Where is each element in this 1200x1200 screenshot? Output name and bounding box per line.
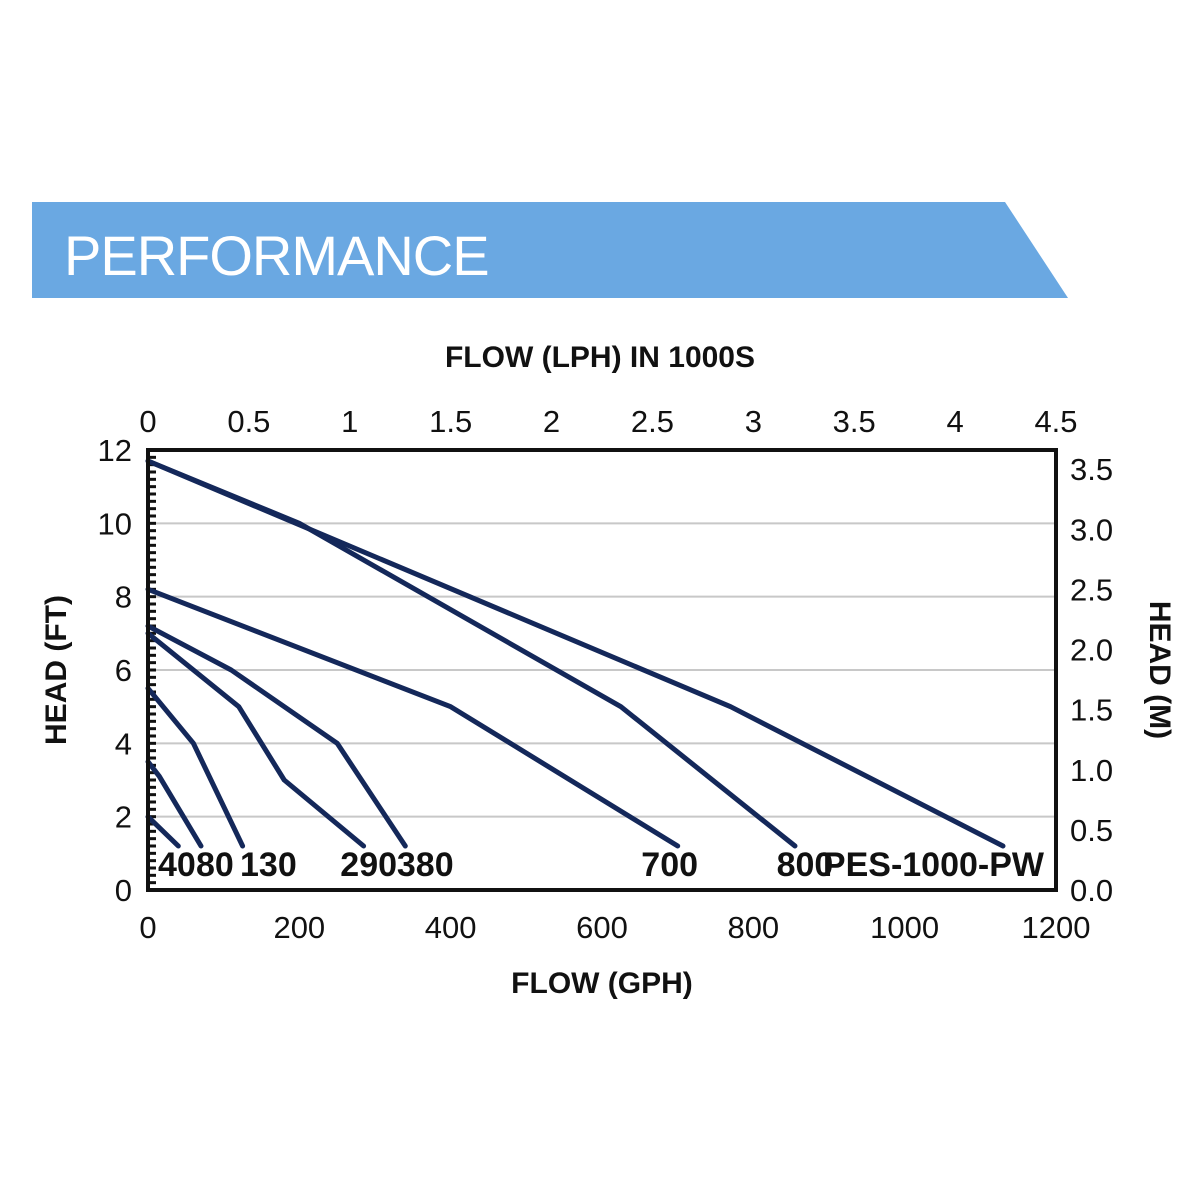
plot-frame <box>146 448 1058 892</box>
curve-130 <box>145 685 246 849</box>
y-tick-label: 12 <box>98 433 132 468</box>
y2-tick-label: 1.0 <box>1070 753 1113 788</box>
curve-label-800: 800 <box>777 846 834 884</box>
x-tick-label: 200 <box>273 910 325 945</box>
x-tick-label: 800 <box>727 910 779 945</box>
y-tick-label: 0 <box>115 873 132 908</box>
curve-700 <box>145 586 681 849</box>
y2-tick-label: 2.0 <box>1070 633 1113 668</box>
curves <box>145 458 1006 849</box>
y-axis-title: HEAD (FT) <box>40 595 73 745</box>
curve-pes-1000-pw <box>145 458 1006 849</box>
curve-380 <box>145 623 408 849</box>
curve-label-130: 130 <box>240 846 297 884</box>
x2-tick-label: 1.5 <box>429 404 472 439</box>
banner-background <box>32 202 1068 298</box>
x-tick-label: 400 <box>425 910 477 945</box>
y2-tick-label: 2.5 <box>1070 572 1113 607</box>
curve-80 <box>145 759 204 849</box>
x-tick-label: 0 <box>139 910 156 945</box>
x-tick-label: 1000 <box>870 910 939 945</box>
x2-tick-label: 1 <box>341 404 358 439</box>
y-tick-label: 6 <box>115 653 132 688</box>
x2-tick-label: 0 <box>139 404 156 439</box>
y-tick-label: 10 <box>98 506 132 541</box>
curve-label-40: 40 <box>158 846 196 884</box>
y2-tick-label: 1.5 <box>1070 693 1113 728</box>
x-axis-title: FLOW (GPH) <box>511 967 693 1000</box>
x2-tick-label: 4 <box>946 404 963 439</box>
x2-tick-label: 0.5 <box>227 404 270 439</box>
x2-tick-label: 4.5 <box>1034 404 1077 439</box>
x2-tick-label: 2 <box>543 404 560 439</box>
x-tick-label: 600 <box>576 910 628 945</box>
curve-label-700: 700 <box>641 846 698 884</box>
y-tick-label: 4 <box>115 726 132 761</box>
curve-40 <box>145 814 181 849</box>
x2-axis-title: FLOW (LPH) IN 1000S <box>445 341 755 374</box>
x-tick-label: 1200 <box>1022 910 1091 945</box>
banner-title: PERFORMANCE <box>64 224 489 287</box>
y2-axis-title: HEAD (M) <box>1143 601 1176 739</box>
x2-tick-label: 2.5 <box>631 404 674 439</box>
y-tick-label: 2 <box>115 800 132 835</box>
y2-tick-label: 3.5 <box>1070 452 1113 487</box>
curve-label-290: 290 <box>340 846 397 884</box>
y2-tick-label: 3.0 <box>1070 512 1113 547</box>
curve-label-pes-1000-pw: PES-1000-PW <box>823 846 1045 884</box>
y2-tick-label: 0.0 <box>1070 873 1113 908</box>
x2-tick-label: 3 <box>745 404 762 439</box>
curve-290 <box>145 630 367 849</box>
x2-tick-label: 3.5 <box>833 404 876 439</box>
y2-tick-label: 0.5 <box>1070 813 1113 848</box>
y-tick-label: 8 <box>115 580 132 615</box>
curve-label-380: 380 <box>397 846 454 884</box>
curve-800 <box>145 458 798 849</box>
curve-label-80: 80 <box>196 846 234 884</box>
grid-lines <box>148 522 1056 818</box>
